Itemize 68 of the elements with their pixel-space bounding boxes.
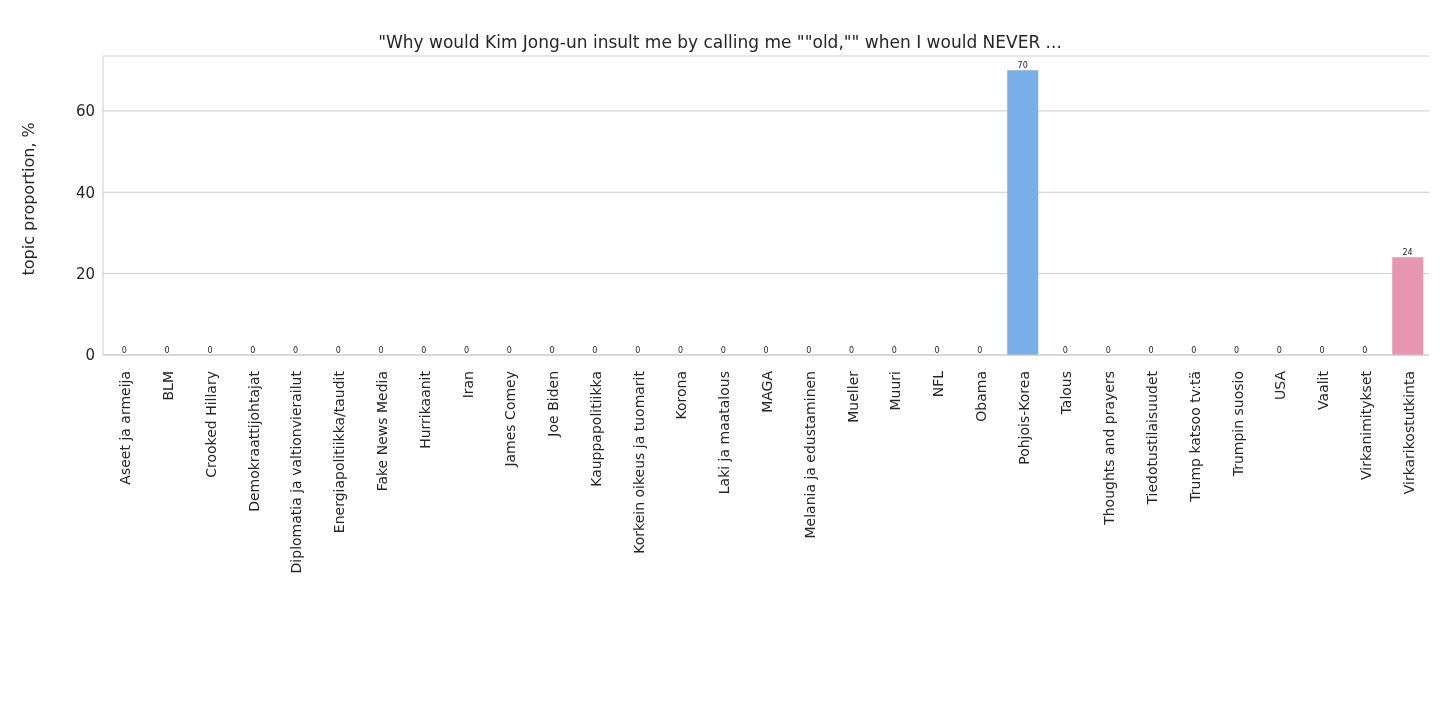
x-tick-label: Pohjois-Korea [1015, 371, 1032, 465]
x-tick-label: Laki ja maatalous [716, 371, 733, 495]
x-tick-label: Iran [459, 371, 476, 399]
x-tick-label: Mueller [844, 370, 861, 423]
data-label: 70 [1017, 61, 1028, 71]
x-tick-label: Korkein oikeus ja tuomarit [630, 370, 647, 554]
data-label: 0 [121, 346, 127, 355]
data-label: 0 [763, 346, 769, 355]
data-label: 0 [250, 346, 256, 355]
data-label: 0 [806, 346, 812, 355]
y-tick-label: 60 [75, 102, 95, 121]
data-label: 0 [891, 346, 897, 355]
data-label: 0 [164, 346, 170, 355]
x-tick-label: Energiapolitiikka/taudit [331, 370, 348, 534]
data-label: 24 [1402, 248, 1413, 258]
data-label: 0 [464, 346, 470, 355]
x-tick-label: Obama [972, 371, 989, 422]
data-label: 0 [1362, 346, 1368, 355]
data-label: 0 [1062, 346, 1068, 355]
x-tick-label: BLM [160, 371, 177, 401]
x-tick-label: Melania ja edustaminen [801, 371, 818, 539]
x-tick-label: Virkanimitykset [1357, 370, 1374, 480]
x-tick-label: MAGA [759, 370, 775, 413]
data-label: 0 [1191, 346, 1197, 355]
x-tick-label: Muuri [887, 371, 904, 411]
data-label: 0 [335, 346, 341, 355]
y-tick-label: 20 [75, 264, 95, 283]
data-label: 0 [1276, 346, 1282, 355]
x-tick-label: Talous [1058, 371, 1075, 416]
x-tick-label: Thoughts and prayers [1101, 371, 1118, 526]
data-label: 0 [506, 346, 512, 355]
x-tick-label: Hurrikaanit [416, 370, 433, 449]
data-label: 0 [549, 346, 555, 355]
data-label: 0 [207, 346, 213, 355]
y-axis-title: topic proportion, % [18, 122, 38, 276]
data-label: 0 [1233, 346, 1240, 355]
x-tick-label: Crooked Hillary [202, 371, 219, 478]
x-tick-label: NFL [930, 370, 947, 398]
data-label: 0 [1105, 346, 1111, 355]
data-label: 0 [292, 346, 299, 355]
x-tick-label: Trumpin suosio [1229, 371, 1246, 478]
data-label: 0 [849, 346, 855, 355]
chart-title: "Why would Kim Jong-un insult me by calling me ""old,"" when I would NEVER ... [377, 32, 1063, 52]
x-tick-label: Aseet ja armeija [117, 371, 134, 485]
data-label: 0 [378, 346, 384, 355]
data-label: 0 [592, 346, 598, 355]
data-label: 0 [1319, 346, 1325, 355]
data-label: 0 [1148, 346, 1154, 355]
y-tick-label: 40 [75, 183, 95, 202]
x-tick-label: Kauppapolitiikka [587, 371, 604, 487]
data-label: 0 [421, 346, 427, 355]
data-label: 0 [934, 346, 940, 355]
data-label: 0 [720, 346, 726, 355]
x-tick-label: Demokraattijohtajat [245, 370, 262, 512]
y-tick-label: 0 [85, 346, 95, 365]
x-tick-label: Korona [673, 371, 690, 420]
x-tick-label: Fake News Media [374, 371, 391, 492]
x-tick-label: Tiedotustilaisuudet [1143, 370, 1160, 506]
x-tick-label: USA [1272, 370, 1289, 400]
data-label: 0 [677, 346, 683, 355]
x-tick-label: James Comey [502, 371, 519, 468]
x-tick-label: Virkarikostutkinta [1400, 371, 1417, 495]
data-label: 0 [977, 346, 983, 355]
x-tick-label: Joe Biden [545, 371, 562, 438]
data-label: 0 [635, 346, 641, 355]
x-tick-label: Vaalit [1315, 370, 1332, 410]
x-tick-label: Diplomatia ja valtionvierailut [288, 370, 305, 574]
x-tick-label: Trump katsoo tv:tä [1186, 371, 1203, 503]
